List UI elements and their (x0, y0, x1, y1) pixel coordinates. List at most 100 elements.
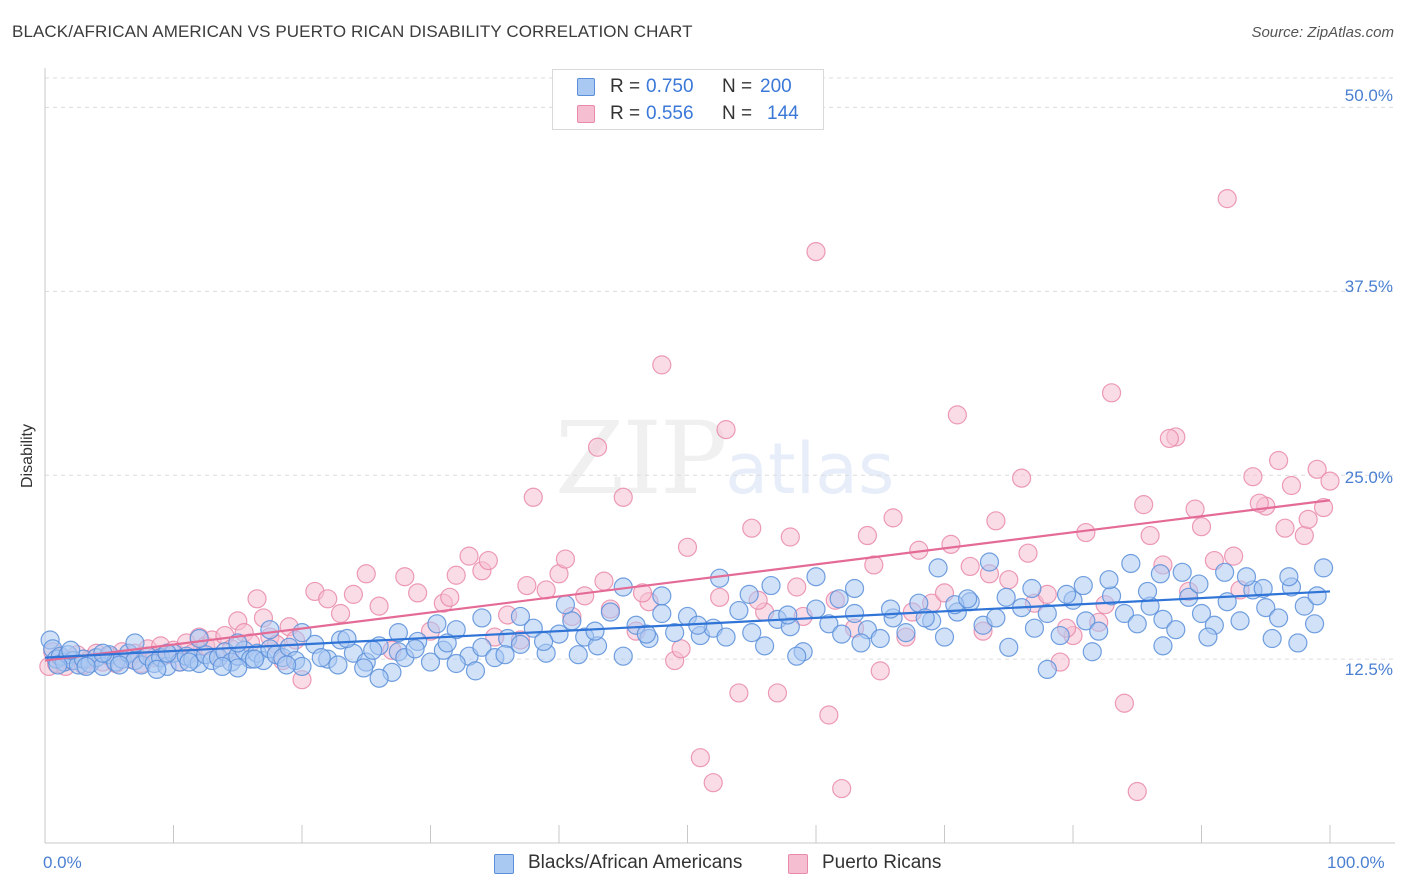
black-point (829, 589, 849, 609)
watermark-atlas: atlas (725, 428, 895, 510)
black-point (495, 645, 515, 665)
puerto-rican-point (787, 577, 807, 597)
black-point (109, 655, 130, 675)
black-point (465, 661, 486, 681)
puerto-rican-point (767, 683, 788, 703)
puerto-rican-point (517, 575, 537, 596)
black-point (928, 558, 948, 578)
black-point (787, 646, 807, 666)
axes (44, 68, 1395, 844)
black-point (896, 623, 916, 643)
black-point (652, 603, 672, 624)
puerto-rican-point (1018, 543, 1038, 563)
black-point (311, 648, 331, 668)
black-point (61, 640, 81, 660)
n-label: N = (722, 103, 753, 124)
puerto-rican-point (555, 549, 576, 569)
black-point (562, 611, 582, 631)
black-point (1288, 633, 1308, 653)
black-point (1076, 611, 1096, 631)
puerto-rican-point (677, 537, 698, 557)
black-point (420, 652, 441, 672)
black-point (585, 621, 605, 641)
black-point (1304, 614, 1325, 634)
puerto-rican-point (1134, 495, 1154, 515)
black-point (437, 633, 457, 653)
puerto-rican-point (1011, 468, 1032, 488)
puerto-rican-point (395, 567, 415, 587)
black-point (819, 614, 839, 634)
puerto-rican-point (832, 778, 852, 799)
black-point (1189, 574, 1209, 594)
blue-swatch (577, 78, 595, 96)
black-point (665, 623, 685, 643)
black-point (851, 633, 871, 653)
black-point (1056, 584, 1077, 604)
puerto-rican-point (671, 639, 691, 659)
puerto-rican-point (343, 584, 363, 604)
black-point (1262, 628, 1282, 649)
puerto-rican-point (710, 587, 730, 607)
black-point (354, 658, 374, 678)
black-point (363, 640, 383, 660)
black-point (1137, 581, 1158, 602)
puerto-rican-point (690, 748, 710, 768)
black-point (778, 605, 798, 625)
y-tick-label: 50.0% (1344, 86, 1393, 105)
black-point (1089, 621, 1109, 641)
black-point (742, 623, 762, 643)
black-point (600, 602, 621, 622)
black-point (1073, 575, 1093, 596)
watermark-zip: ZIP (555, 400, 727, 517)
watermark: ZIPatlas (555, 400, 894, 517)
puerto-rican-point (806, 241, 826, 262)
black-point (189, 628, 209, 649)
black-point (76, 656, 96, 677)
black-point (652, 586, 672, 606)
puerto-rican-point (1298, 509, 1318, 529)
puerto-rican-point (356, 564, 376, 584)
puerto-rican-point (864, 555, 884, 575)
puerto-rican-point (1127, 781, 1147, 802)
black-point (729, 600, 749, 621)
black-point (179, 652, 199, 672)
y-tick-label: 12.5% (1344, 660, 1393, 679)
black-point (979, 552, 1000, 572)
r-value: 0.556 (646, 103, 694, 124)
r-value: 0.750 (646, 76, 694, 97)
black-point (533, 631, 554, 652)
black-point (1294, 596, 1314, 616)
black-point (1172, 562, 1192, 582)
black-point (244, 649, 265, 669)
black-point (806, 599, 826, 619)
black-point (1121, 553, 1141, 574)
black-point (1307, 586, 1327, 606)
black-point (388, 623, 408, 643)
puerto-rican-point (632, 583, 653, 603)
n-label: N = (722, 76, 753, 97)
black-point (844, 603, 865, 624)
puerto-rican-point (870, 661, 890, 681)
x-tick-label: 0.0% (43, 853, 82, 872)
black-point (999, 637, 1019, 657)
puerto-rican-point (1159, 428, 1179, 449)
puerto-rican-point (523, 487, 543, 507)
puerto-rican-point (1294, 525, 1314, 546)
black-point (1230, 611, 1250, 631)
black-point (1253, 578, 1273, 599)
black-point (986, 608, 1006, 628)
black-point (1050, 625, 1070, 646)
puerto-rican-point (1076, 522, 1096, 543)
puerto-rican-point (960, 556, 980, 577)
puerto-rican-point (1191, 517, 1212, 537)
black-point (1256, 598, 1276, 618)
puerto-rican-point (1307, 459, 1327, 479)
n-value: 144 (767, 103, 799, 124)
black-point (568, 645, 588, 665)
puerto-rican-point (594, 571, 614, 591)
black-point (1166, 620, 1186, 640)
puerto-rican-point (1275, 518, 1295, 538)
black-point (1153, 609, 1173, 629)
black-point (832, 624, 852, 644)
